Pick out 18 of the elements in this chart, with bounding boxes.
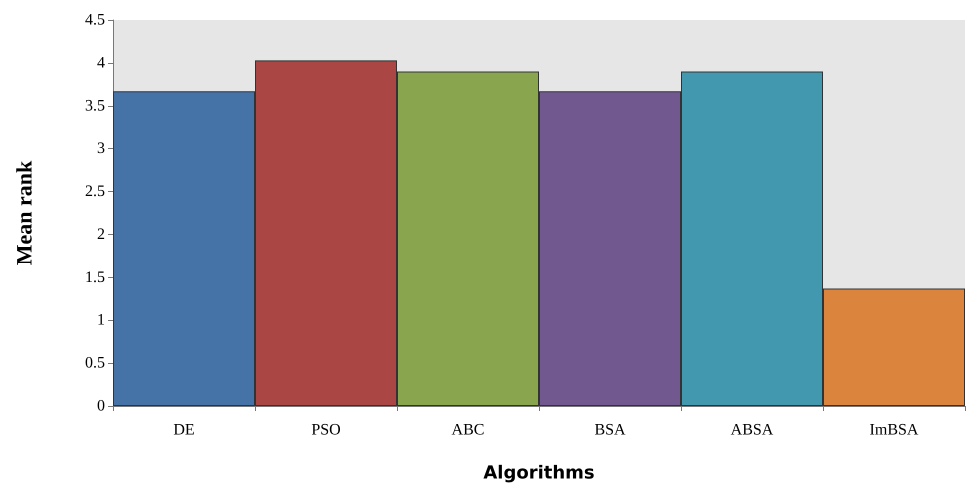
y-tick-label: 2 bbox=[97, 226, 105, 243]
x-tick-label: ABSA bbox=[730, 422, 774, 438]
x-tick-label: ABC bbox=[452, 422, 484, 438]
x-tick-label: PSO bbox=[311, 422, 341, 438]
x-tick-label: ImBSA bbox=[870, 422, 919, 438]
y-tick-label: 2.5 bbox=[85, 183, 105, 200]
y-tick-label: 3.5 bbox=[85, 97, 105, 114]
x-tick-label: DE bbox=[173, 422, 195, 438]
y-tick-label: 0.5 bbox=[85, 354, 105, 372]
y-tick-label: 0 bbox=[97, 398, 105, 414]
y-tick-label: 1 bbox=[97, 312, 105, 329]
y-tick-label: 3 bbox=[97, 140, 105, 158]
x-tick-label: BSA bbox=[594, 422, 626, 438]
x-axis-title: Algorithms bbox=[483, 462, 595, 484]
y-tick-label: 1.5 bbox=[85, 268, 105, 286]
y-tick-label: 4 bbox=[97, 54, 105, 72]
y-axis-title: Mean rank bbox=[12, 160, 36, 266]
y-tick-label: 4.5 bbox=[85, 12, 105, 28]
